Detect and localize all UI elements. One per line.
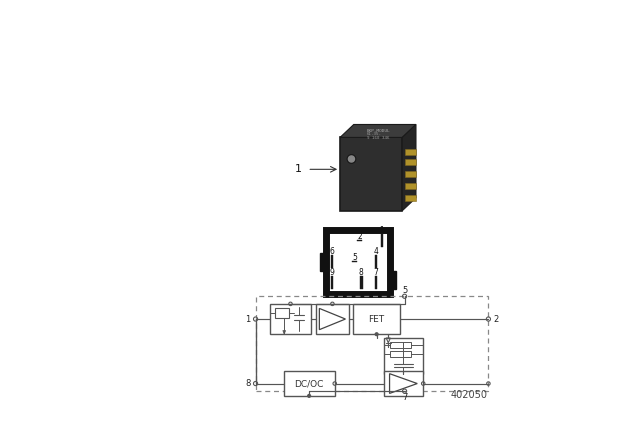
Bar: [390, 342, 412, 348]
Text: FET: FET: [369, 314, 385, 323]
Bar: [353, 304, 400, 334]
Text: 61.35-: 61.35-: [367, 133, 381, 136]
Text: 8: 8: [359, 268, 364, 277]
Text: 402050: 402050: [451, 390, 488, 400]
Circle shape: [375, 333, 378, 336]
Bar: [405, 159, 415, 165]
Bar: [405, 183, 415, 190]
Text: 2: 2: [493, 314, 499, 323]
Text: 1: 1: [380, 226, 384, 235]
Text: 1: 1: [295, 164, 302, 174]
Text: EKP-MODUL: EKP-MODUL: [367, 129, 390, 133]
Text: 6: 6: [330, 247, 335, 256]
Bar: [275, 308, 289, 318]
Circle shape: [347, 155, 356, 164]
Polygon shape: [340, 138, 403, 211]
Text: 1: 1: [245, 314, 251, 323]
Bar: [383, 338, 423, 374]
Bar: [316, 304, 349, 334]
Bar: [375, 255, 377, 268]
Text: 5: 5: [402, 285, 407, 294]
Text: 4: 4: [374, 247, 378, 256]
Text: 7: 7: [374, 268, 378, 277]
Bar: [405, 171, 415, 177]
Circle shape: [308, 395, 310, 397]
Polygon shape: [283, 331, 285, 334]
Bar: [331, 255, 333, 268]
Text: DC/OC: DC/OC: [294, 379, 324, 388]
Text: 2: 2: [357, 232, 362, 241]
Text: 8: 8: [245, 379, 251, 388]
Polygon shape: [340, 125, 416, 138]
Bar: [320, 253, 327, 271]
Text: 9: 9: [330, 268, 335, 277]
Circle shape: [348, 156, 355, 162]
Text: 5: 5: [352, 253, 356, 262]
Bar: [352, 261, 357, 263]
Bar: [357, 240, 362, 241]
Bar: [331, 276, 333, 289]
Bar: [405, 195, 415, 202]
Bar: [390, 271, 396, 289]
Bar: [381, 234, 383, 247]
Bar: [405, 149, 415, 155]
Bar: [375, 276, 377, 289]
Bar: [326, 230, 390, 293]
Text: 9 160 346: 9 160 346: [367, 136, 389, 140]
Polygon shape: [403, 125, 416, 211]
Bar: [284, 371, 335, 396]
Bar: [360, 276, 363, 289]
Bar: [390, 351, 412, 357]
Text: 7: 7: [402, 393, 407, 402]
Bar: [255, 296, 488, 391]
Bar: [269, 304, 312, 334]
Bar: [383, 371, 423, 396]
